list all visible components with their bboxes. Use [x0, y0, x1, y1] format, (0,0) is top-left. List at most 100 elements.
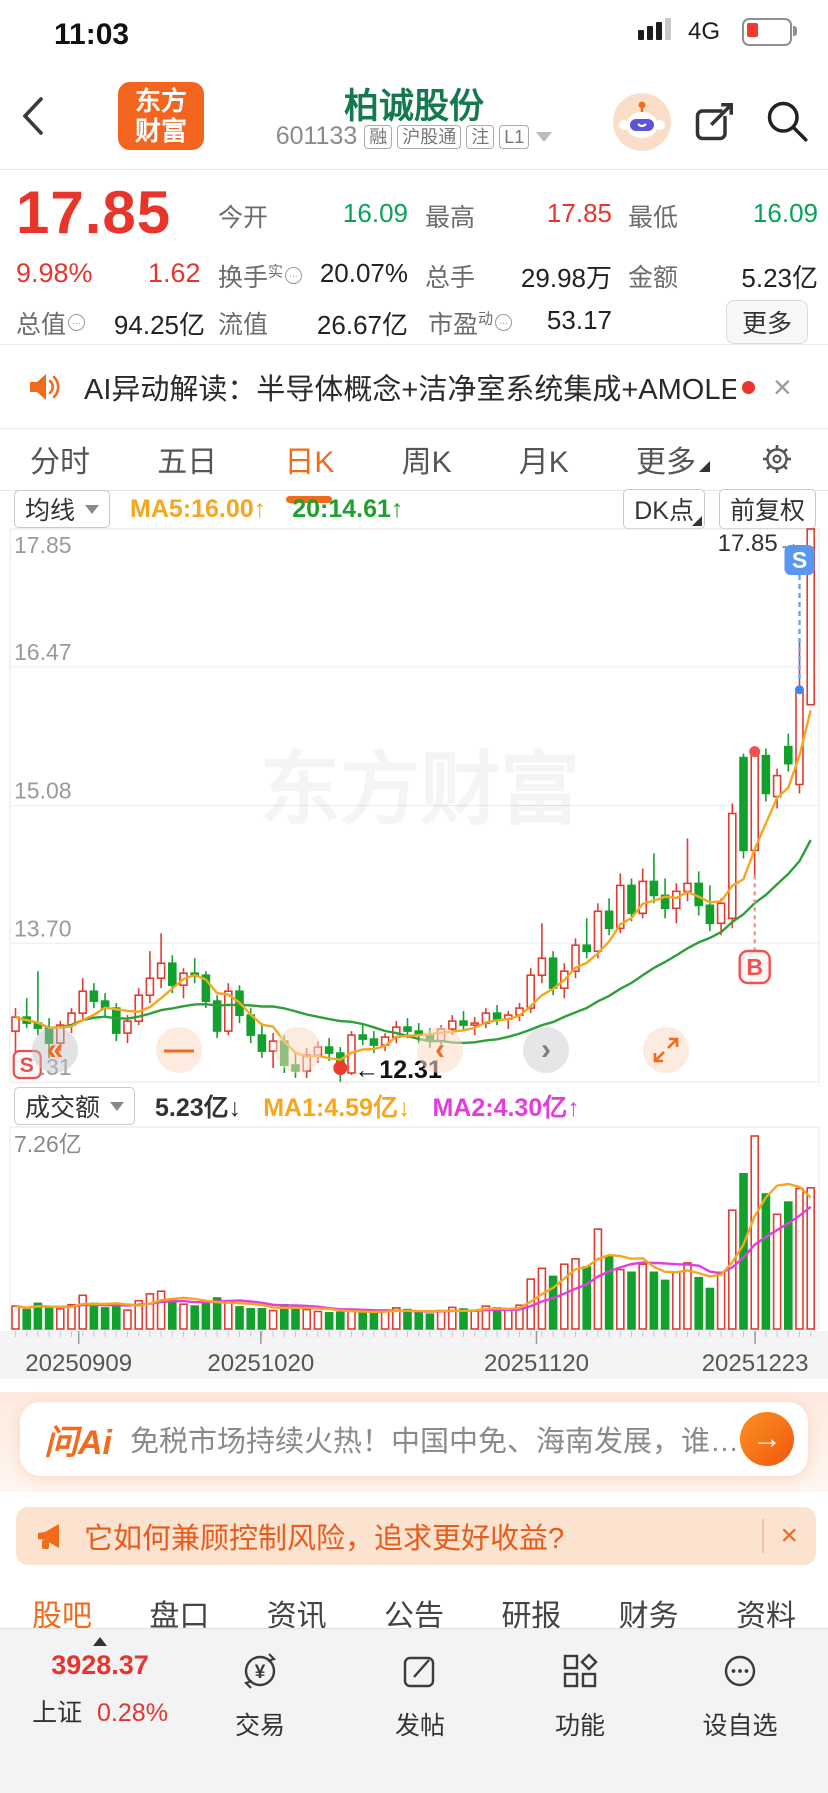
candlestick-chart[interactable]: 东方财富 17.85 16.47 15.08 13.70 12.31 17.85→ S B ←12… — [0, 527, 828, 1085]
megaphone-icon — [38, 1524, 59, 1549]
chart-blank-button[interactable] — [275, 1027, 321, 1073]
apps-icon — [563, 1652, 598, 1687]
svg-text:B: B — [746, 954, 763, 980]
chevron-down-icon — [536, 131, 553, 142]
ask-ai-text: 免税市场持续火热！中国中免、海南发展，谁… — [130, 1426, 740, 1458]
index-value: 3928.37 — [51, 1650, 149, 1680]
stock-badge: L1 — [499, 124, 530, 149]
stock-badge: 融 — [364, 124, 393, 149]
back-icon[interactable] — [14, 90, 54, 142]
promo-text: 它如何兼顾控制风险，追求更好收益? — [84, 1523, 565, 1555]
ask-ai-card[interactable]: 问Ai 免税市场持续火热！中国中免、海南发展，谁… → — [20, 1402, 808, 1476]
chart-prev-button[interactable]: ‹ — [417, 1027, 463, 1073]
nav-item-label: 发帖 — [394, 1711, 445, 1740]
nav-item-label: 设自选 — [702, 1711, 778, 1740]
quote-field-value: 94.25亿 — [113, 310, 205, 340]
tab-月K[interactable]: 月K — [518, 446, 569, 479]
x-axis-strip: 20250909 20251020 20251120 20251223 — [0, 1331, 828, 1379]
notice-close-icon[interactable]: × — [780, 1519, 798, 1552]
info-icon: ... — [495, 313, 513, 331]
index-up-icon — [93, 1637, 107, 1646]
quote-field-label: 市盈动... — [428, 305, 513, 341]
quote-field-value: 53.17 — [546, 305, 612, 335]
period-tabs: 分时 五日 日K 周K 月K 更多 — [0, 430, 828, 488]
share-icon[interactable] — [690, 96, 740, 146]
section-tab-资料[interactable]: 资料 — [735, 1600, 796, 1633]
svg-text:16.47: 16.47 — [14, 639, 72, 665]
quote-field-label: 流值 — [218, 311, 269, 339]
info-icon: ... — [68, 313, 86, 331]
change-value: 1.62 — [148, 258, 201, 288]
index-change: 0.28% — [97, 1699, 168, 1727]
section-tab-盘口[interactable]: 盘口 — [149, 1600, 210, 1633]
svg-text:S: S — [20, 1054, 34, 1077]
chart-rewind-button[interactable]: « — [32, 1027, 78, 1073]
dk-point-button[interactable]: DK点 — [623, 489, 705, 529]
low-dot-marker — [333, 1061, 348, 1075]
top-dot-marker — [749, 746, 761, 758]
ma20-line — [15, 839, 812, 1045]
ask-ai-arrow-button[interactable]: → — [740, 1412, 794, 1466]
nav-item-设自选[interactable]: 设自选 — [660, 1649, 820, 1742]
nav-item-交易[interactable]: ¥ 交易 — [180, 1649, 340, 1742]
promo-notice[interactable]: 它如何兼顾控制风险，追求更好收益? × — [16, 1507, 816, 1565]
volume-ma2: MA2:4.30亿↑ — [432, 1094, 580, 1122]
x-axis-label: 20251223 — [702, 1350, 809, 1377]
volume-selector[interactable]: 成交额 — [14, 1087, 136, 1125]
network-type: 4G — [688, 18, 721, 45]
sell-signal-badge — [784, 545, 815, 575]
tab-周K[interactable]: 周K — [401, 446, 452, 479]
quote-field-label: 金额 — [628, 264, 679, 292]
section-tab-资讯[interactable]: 资讯 — [266, 1600, 327, 1633]
section-tab-股吧[interactable]: 股吧 — [32, 1600, 92, 1633]
volume-current: 5.23亿↓ — [155, 1094, 242, 1122]
section-tab-公告[interactable]: 公告 — [383, 1600, 444, 1633]
ma5-line — [15, 710, 812, 1062]
watchlist-icon — [724, 1655, 756, 1686]
chart-next-button[interactable]: › — [523, 1027, 569, 1073]
quote-field-label: 今开 — [218, 204, 269, 232]
volume-scale-label: 7.26亿 — [14, 1131, 82, 1157]
tab-分时[interactable]: 分时 — [30, 446, 90, 479]
chevron-down-icon — [110, 1101, 125, 1111]
post-icon — [403, 1656, 435, 1687]
section-tab-研报[interactable]: 研报 — [501, 1600, 562, 1633]
chart-minus-button[interactable]: — — [156, 1027, 202, 1073]
index-name: 上证 — [32, 1699, 83, 1727]
unread-dot — [742, 380, 755, 394]
corner-fold-icon — [698, 461, 710, 472]
ask-ai-logo: 问Ai — [44, 1423, 112, 1462]
app-logo[interactable]: 东方 财富 — [118, 82, 204, 150]
chevron-down-icon — [85, 504, 100, 514]
avatar[interactable] — [612, 92, 672, 152]
stock-code-row[interactable]: 601133 融沪股通注 L1 — [214, 122, 614, 151]
search-icon[interactable] — [762, 96, 812, 146]
index-quote[interactable]: 3928.37 上证 0.28% — [20, 1637, 180, 1729]
tab-更多[interactable]: 更多 — [636, 437, 710, 481]
quote-field-value: 20.07% — [319, 258, 408, 288]
gear-icon[interactable] — [756, 438, 798, 480]
ai-news-bar[interactable]: AI异动解读：半导体概念+洁净室系统集成+AMOLED… × — [0, 346, 828, 428]
bottom-nav: 3928.37 上证 0.28% ¥ 交易 发帖 功能 设自选 — [0, 1628, 828, 1793]
battery-icon — [742, 18, 797, 46]
section-tab-财务[interactable]: 财务 — [618, 1600, 679, 1633]
stock-badge: 注 — [466, 124, 495, 149]
fuquan-button[interactable]: 前复权 — [718, 489, 816, 529]
current-price: 17.85 — [16, 179, 172, 246]
nav-item-功能[interactable]: 功能 — [500, 1649, 660, 1742]
ma-selector[interactable]: 均线 — [14, 490, 111, 528]
volume-settings-row: 成交额 5.23亿↓ MA1:4.59亿↓ MA2:4.30亿↑ — [0, 1087, 828, 1125]
quote-field-value: 29.98万 — [520, 263, 612, 293]
tab-五日[interactable]: 五日 — [157, 446, 218, 479]
nav-item-发帖[interactable]: 发帖 — [340, 1649, 500, 1742]
volume-chart[interactable]: 7.26亿 — [0, 1126, 828, 1331]
volume-ma1: MA1:4.59亿↓ — [263, 1094, 411, 1122]
ai-bar-close-icon[interactable]: × — [773, 369, 792, 405]
page-title: 柏诚股份 — [343, 87, 484, 126]
signal-icon — [638, 18, 674, 44]
tab-日K[interactable]: 日K — [284, 437, 334, 481]
chart-expand-button[interactable] — [643, 1027, 689, 1073]
more-button[interactable]: 更多 — [726, 300, 808, 344]
quote-field-label: 总值... — [16, 305, 86, 341]
speaker-icon — [30, 374, 60, 400]
